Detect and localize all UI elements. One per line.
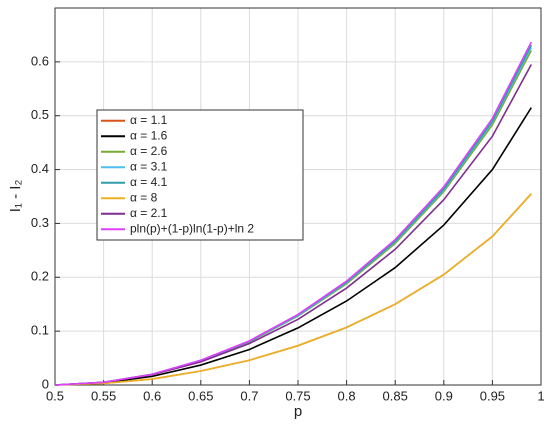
y-tick-label: 0.1 bbox=[31, 323, 49, 338]
legend-label: α = 2.1 bbox=[130, 206, 168, 220]
legend-label: α = 1.1 bbox=[130, 113, 168, 127]
y-tick-label: 0.3 bbox=[31, 215, 49, 230]
legend: α = 1.1α = 1.6 α = 2.6α = 3.1 α = 4.1α = 8… bbox=[96, 109, 304, 241]
series-line bbox=[54, 41, 532, 386]
y-tick-label: 0.2 bbox=[31, 269, 49, 284]
x-tick-label: 0.8 bbox=[338, 388, 356, 403]
x-tick-label: 0.75 bbox=[285, 388, 310, 403]
y-tick-label: 0.5 bbox=[31, 107, 49, 122]
y-axis-label: I₁ - I₂ bbox=[7, 180, 24, 213]
x-tick-label: 0.5 bbox=[46, 388, 64, 403]
x-tick-label: 0.85 bbox=[383, 388, 408, 403]
plot-frame bbox=[54, 7, 542, 386]
legend-label: α = 1.6 bbox=[130, 128, 168, 142]
series-line bbox=[54, 107, 532, 386]
x-tick-label: 0.55 bbox=[91, 388, 116, 403]
legend-label: α = 8 bbox=[130, 190, 158, 204]
x-tick-label: 1 bbox=[537, 388, 544, 403]
legend-label: α = 2.6 bbox=[130, 144, 168, 158]
legend-label: α = 3.1 bbox=[130, 159, 168, 173]
x-tick-label: 0.6 bbox=[143, 388, 161, 403]
x-tick-label: 0.9 bbox=[435, 388, 453, 403]
y-tick-label: 0.4 bbox=[31, 161, 49, 176]
x-tick-label: 0.7 bbox=[240, 388, 258, 403]
legend-label: pln(p)+(1-p)ln(1-p)+ln 2 bbox=[130, 221, 254, 235]
legend-box bbox=[96, 109, 304, 241]
legend-label: α = 4.1 bbox=[130, 175, 168, 189]
y-tick-label: 0 bbox=[42, 376, 49, 391]
x-tick-label: 0.95 bbox=[480, 388, 505, 403]
series-line bbox=[54, 193, 532, 386]
y-tick-label: 0.6 bbox=[31, 53, 49, 68]
x-axis-label: p bbox=[294, 403, 302, 420]
x-tick-label: 0.65 bbox=[188, 388, 213, 403]
